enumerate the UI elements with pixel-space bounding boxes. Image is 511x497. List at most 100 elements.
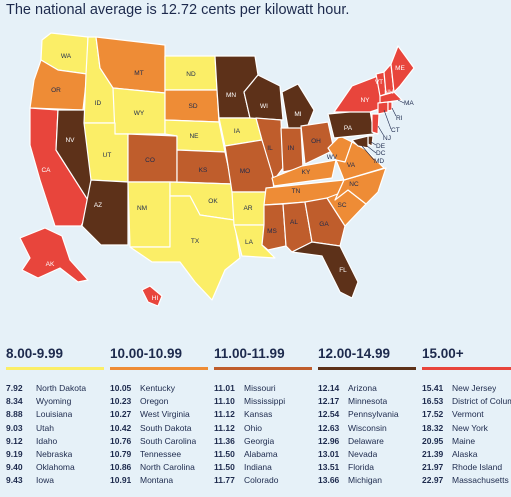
label-id: ID [95,100,102,107]
state-wi[interactable] [243,74,284,121]
state-tx[interactable] [129,195,241,301]
label-hi: HI [152,295,159,302]
state-name: Pennsylvania [348,409,399,420]
state-nc[interactable] [334,167,387,205]
label-ar: AR [243,205,252,212]
state-name: Ohio [244,422,262,433]
state-name: Missouri [244,383,276,393]
state-me[interactable] [390,45,415,93]
rate-value: 13.51 [318,462,340,473]
label-in: IN [288,145,295,152]
rate-value: 10.05 [110,383,132,393]
legend-column-1: 8.00-9.99 7.92 North Dakota 8.34 Wyoming 8… [6,346,104,488]
legend-row: 9.19 Nebraska [6,448,104,461]
state-name: South Carolina [140,435,197,446]
leader-lines [361,99,405,161]
legend-row: 12.96 Delaware [318,435,416,448]
legend-row: 11.50 Alabama [214,448,312,461]
legend-row: 10.05 Kentucky [110,382,208,395]
state-name: Kansas [244,409,273,420]
state-name: Minnesota [348,396,388,407]
legend-range-heading: 8.00-9.99 [6,346,64,361]
label-ms: MS [267,228,277,235]
legend-row: 21.97 Rhode Island [422,461,511,474]
legend-row: 10.23 Oregon [110,395,208,408]
state-ms[interactable] [261,203,287,251]
label-ny: NY [360,97,370,104]
state-de[interactable] [367,135,374,147]
label-vt: VT [375,79,383,86]
label-nm: NM [137,205,147,212]
rate-value: 12.17 [318,396,340,407]
label-ak: AK [46,261,55,268]
state-name: Nevada [348,449,378,460]
state-ky[interactable] [271,159,337,187]
legend-color-bar [318,367,416,370]
label-ct: CT [391,127,400,134]
state-name: Georgia [244,435,275,446]
label-de: DE [376,143,386,150]
state-ak[interactable] [19,227,89,283]
legend-row: 11.77 Colorado [214,474,312,487]
state-pa[interactable] [327,109,375,139]
rate-value: 10.23 [110,396,132,407]
rate-value: 10.42 [110,422,132,433]
legend-row: 10.76 South Carolina [110,435,208,448]
state-il[interactable] [255,117,284,181]
legend-row: 7.92 North Dakota [6,382,104,395]
label-ia: IA [234,128,241,135]
state-name: Idaho [36,435,58,446]
legend-row: 9.40 Oklahoma [6,461,104,474]
legend-row: 10.79 Tennessee [110,448,208,461]
rate-value: 11.50 [214,462,235,473]
state-name: Arizona [348,383,377,393]
state-fl[interactable] [291,241,359,299]
legend-row: 17.52 Vermont [422,408,511,421]
state-ct[interactable] [377,101,389,115]
state-md[interactable] [351,135,369,149]
legend-rows: 12.14 Arizona 12.17 Minnesota 12.54 Pennsyl… [318,382,416,488]
state-name: Indiana [244,462,272,473]
state-name: Utah [36,422,54,433]
legend-row: 8.34 Wyoming [6,395,104,408]
legend-row: 12.17 Minnesota [318,395,416,408]
state-ga[interactable] [304,197,346,247]
label-wy: WY [134,110,145,117]
label-ma: MA [404,100,414,107]
label-oh: OH [311,138,321,145]
state-name: West Virginia [140,409,190,420]
legend-column-4: 12.00-14.99 12.14 Arizona 12.17 Minnesota … [318,346,416,488]
label-va: VA [347,162,356,169]
label-md: MD [374,158,384,165]
state-name: Mississippi [244,396,286,407]
legend-color-bar [422,367,511,370]
label-il: IL [267,145,273,152]
legend-row: 20.95 Maine [422,435,511,448]
label-ga: GA [319,221,329,228]
state-mi[interactable] [281,83,315,131]
legend-row: 10.27 West Virginia [110,408,208,421]
legend-row: 22.97 Massachusetts [422,474,511,487]
rate-value: 11.50 [214,449,235,460]
us-electricity-map: WA OR CA NV ID MT WY UT AZ CO NM ND SD N… [19,32,415,307]
rate-value: 11.10 [214,396,235,407]
state-name: Colorado [244,475,279,486]
rate-value: 13.66 [318,475,340,486]
rate-value: 8.34 [6,396,23,407]
legend-row: 8.88 Louisiana [6,408,104,421]
legend-color-bar [6,367,104,370]
state-nm[interactable] [127,181,171,248]
state-hi[interactable] [141,285,163,307]
rate-value: 9.43 [6,475,23,486]
state-nj[interactable] [371,113,380,135]
state-la[interactable] [233,224,276,259]
label-ut: UT [103,152,112,159]
state-ri[interactable] [387,101,393,112]
state-ma[interactable] [379,91,403,104]
label-sd: SD [188,103,197,110]
state-az[interactable] [81,179,129,246]
state-name: Alaska [452,449,478,460]
state-name: Vermont [452,409,484,420]
state-name: New Jersey [452,383,497,393]
rate-value: 22.97 [422,475,444,486]
